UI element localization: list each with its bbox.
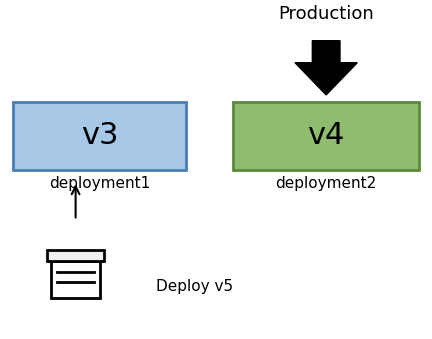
FancyBboxPatch shape — [233, 102, 419, 170]
FancyBboxPatch shape — [13, 102, 186, 170]
Text: Deploy v5: Deploy v5 — [156, 279, 233, 294]
Text: Production: Production — [278, 4, 374, 23]
FancyBboxPatch shape — [51, 261, 100, 298]
Text: deployment2: deployment2 — [276, 176, 377, 191]
Text: deployment1: deployment1 — [49, 176, 150, 191]
FancyBboxPatch shape — [47, 250, 104, 261]
Polygon shape — [295, 41, 357, 95]
Text: v4: v4 — [308, 121, 345, 150]
Text: v3: v3 — [81, 121, 118, 150]
